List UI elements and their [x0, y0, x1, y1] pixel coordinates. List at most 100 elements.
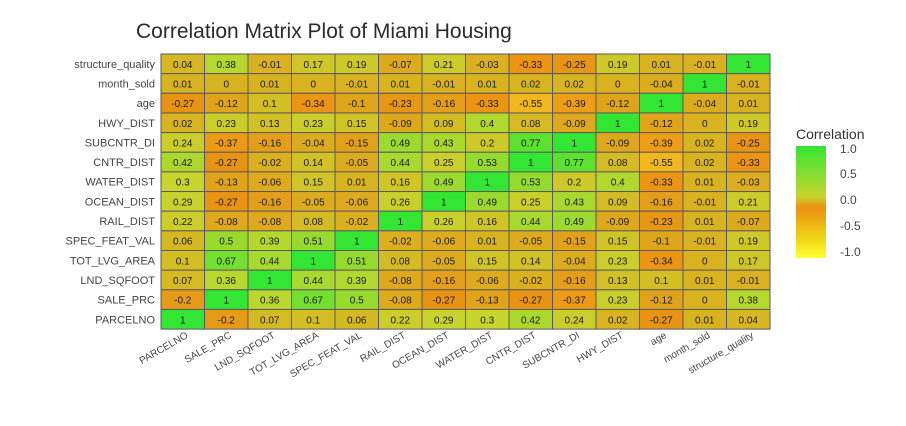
y-tick-label: OCEAN_DIST — [85, 196, 156, 208]
cell-value-label: 0.14 — [304, 158, 324, 169]
cell-value-label: 0.08 — [521, 119, 541, 130]
cell-value-label: -0.01 — [432, 79, 455, 90]
cell-value-label: 0.67 — [217, 256, 237, 267]
cell-value-label: -0.08 — [215, 217, 238, 228]
cell-value-label: -0.09 — [389, 119, 412, 130]
cell-value-label: 0.01 — [739, 99, 759, 110]
cell-value-label: 0.01 — [695, 178, 715, 189]
y-tick-label: month_sold — [98, 78, 155, 90]
cell-value-label: 0.01 — [478, 79, 498, 90]
cell-value-label: -0.1 — [653, 237, 671, 248]
cell-value-label: -0.23 — [650, 217, 673, 228]
cell-value-label: -0.37 — [215, 138, 238, 149]
cell-value-label: 0.17 — [304, 60, 324, 71]
y-tick-label: SPEC_FEAT_VAL — [66, 236, 155, 248]
cell-value-label: -0.03 — [476, 60, 499, 71]
y-tick-label: PARCELNO — [95, 314, 155, 326]
cell-value-label: 1 — [658, 99, 664, 110]
cell-value-label: -0.33 — [650, 178, 673, 189]
cell-value-label: -0.01 — [693, 197, 716, 208]
cell-value-label: -0.01 — [258, 60, 281, 71]
cell-value-label: 0.36 — [217, 276, 237, 287]
cell-value-label: 0.19 — [608, 60, 628, 71]
cell-value-label: -0.34 — [650, 256, 673, 267]
cell-value-label: 0 — [223, 79, 229, 90]
cell-value-label: 0.29 — [434, 315, 454, 326]
cell-value-label: 0.49 — [478, 197, 498, 208]
cell-value-label: -0.03 — [737, 178, 760, 189]
cell-value-label: -0.05 — [519, 237, 542, 248]
heatmap-cell — [726, 308, 771, 330]
y-tick-label: SALE_PRC — [98, 295, 156, 307]
cell-value-label: -0.16 — [258, 197, 281, 208]
cell-value-label: -0.06 — [476, 276, 499, 287]
cell-value-label: -0.15 — [563, 237, 586, 248]
cell-value-label: 0 — [702, 119, 708, 130]
cell-value-label: -0.12 — [215, 99, 238, 110]
cell-value-label: -0.02 — [389, 237, 412, 248]
x-tick-label: PARCELNO — [138, 330, 191, 367]
cell-value-label: 0.08 — [608, 158, 628, 169]
cell-value-label: -0.16 — [432, 276, 455, 287]
cell-value-label: 0.19 — [739, 237, 759, 248]
cell-value-label: -0.16 — [650, 197, 673, 208]
cell-value-label: -0.01 — [345, 79, 368, 90]
cell-value-label: -0.34 — [302, 99, 325, 110]
cell-value-label: 0.02 — [695, 138, 715, 149]
cell-value-label: -0.33 — [519, 60, 542, 71]
cell-value-label: 0.29 — [173, 197, 193, 208]
y-tick-label: WATER_DIST — [85, 177, 155, 189]
cell-value-label: 0.15 — [608, 237, 628, 248]
cell-value-label: -0.01 — [693, 60, 716, 71]
chart-title: Correlation Matrix Plot of Miami Housing — [136, 20, 512, 43]
cell-value-label: 0.23 — [304, 119, 324, 130]
cell-value-label: 0.49 — [391, 138, 411, 149]
cell-value-label: 0 — [615, 79, 621, 90]
cell-value-label: 0.77 — [565, 158, 585, 169]
cell-value-label: 0.13 — [608, 276, 628, 287]
cell-value-label: -0.15 — [345, 138, 368, 149]
cell-value-label: 0.16 — [391, 178, 411, 189]
cell-value-label: 0.53 — [478, 158, 498, 169]
cell-value-label: 0.07 — [173, 276, 193, 287]
cell-value-label: 0.14 — [521, 256, 541, 267]
cell-value-label: -0.33 — [737, 158, 760, 169]
cell-value-label: 0.17 — [739, 256, 759, 267]
cell-value-label: 0.02 — [565, 79, 585, 90]
cell-value-label: 0.19 — [347, 60, 367, 71]
cell-value-label: 0.44 — [260, 256, 280, 267]
cell-value-label: 0.43 — [565, 197, 585, 208]
cell-value-label: 0.15 — [478, 256, 498, 267]
y-tick-label: HWY_DIST — [98, 118, 155, 130]
cell-value-label: 0.24 — [173, 138, 193, 149]
cell-value-label: -0.39 — [563, 99, 586, 110]
cell-value-label: 0.09 — [608, 197, 628, 208]
cell-value-label: 0.16 — [478, 217, 498, 228]
legend-tick: -1.0 — [840, 245, 861, 259]
y-tick-label: structure_quality — [74, 59, 155, 71]
cell-value-label: -0.16 — [563, 276, 586, 287]
legend-tick: 0.0 — [840, 193, 857, 207]
cell-value-label: 0.42 — [521, 315, 541, 326]
cell-value-label: -0.27 — [519, 296, 542, 307]
cell-value-label: -0.39 — [650, 138, 673, 149]
cell-value-label: 0.44 — [304, 276, 324, 287]
x-tick-label: age — [649, 330, 669, 348]
cell-value-label: -0.27 — [215, 158, 238, 169]
cell-value-label: 0.07 — [260, 315, 280, 326]
legend-tick: 0.5 — [840, 167, 857, 181]
cell-value-label: -0.05 — [345, 158, 368, 169]
cell-value-label: 0.02 — [608, 315, 628, 326]
cell-value-label: 0.21 — [739, 197, 759, 208]
cell-value-label: -0.04 — [563, 256, 586, 267]
cell-value-label: 0.01 — [478, 237, 498, 248]
cell-value-label: 0.01 — [391, 79, 411, 90]
cell-value-label: -0.37 — [563, 296, 586, 307]
cell-value-label: 0.01 — [347, 178, 367, 189]
cell-value-label: 0.51 — [347, 256, 367, 267]
cell-value-label: 0.49 — [565, 217, 585, 228]
cell-value-label: 0.08 — [304, 217, 324, 228]
cell-value-label: 1 — [180, 315, 186, 326]
cell-value-label: -0.07 — [389, 60, 412, 71]
